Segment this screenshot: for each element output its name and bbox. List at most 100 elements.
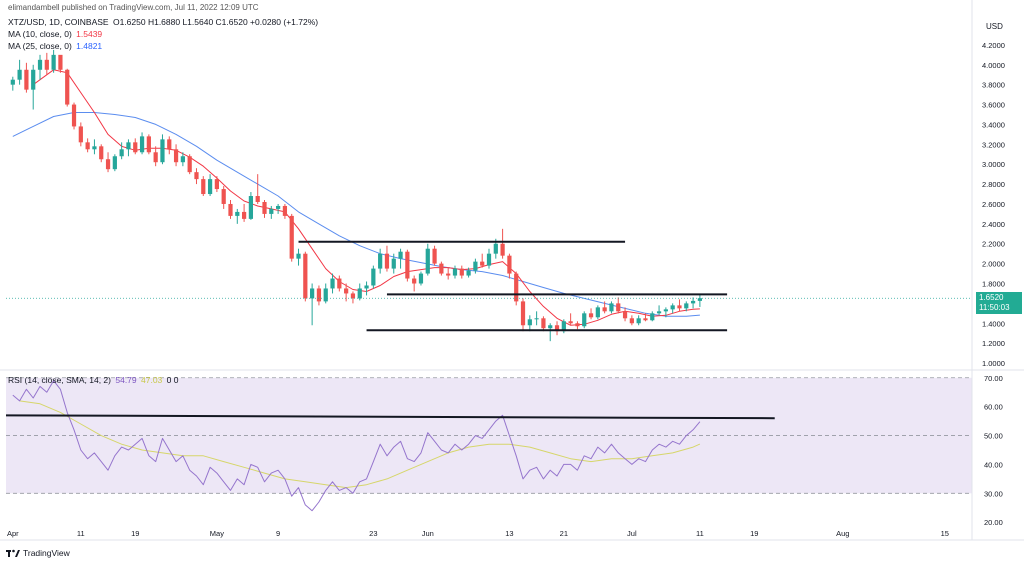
candle-body [10, 79, 15, 85]
time-tick-label: May [210, 529, 224, 538]
time-tick-label: 11 [696, 529, 704, 538]
candle-body [289, 215, 294, 259]
time-tick-label: 9 [276, 529, 280, 538]
trendline-drawings[interactable] [5, 240, 775, 420]
rsi-tick-label: 20.00 [984, 518, 1003, 527]
candle-body [684, 303, 689, 309]
candle-body [92, 146, 97, 150]
time-tick-label: 11 [77, 529, 85, 538]
price-tick-label: 3.4000 [982, 120, 1005, 129]
candle [500, 228, 505, 259]
candle [146, 134, 151, 155]
candle [173, 144, 179, 167]
candle [534, 311, 539, 326]
candle [344, 283, 349, 302]
candle [17, 59, 22, 85]
candle-body [282, 205, 288, 216]
candle-body [17, 69, 22, 80]
candle-body [262, 201, 267, 214]
candle-body [425, 248, 430, 274]
candle [507, 253, 512, 279]
candle [548, 323, 553, 342]
candle-body [296, 253, 301, 259]
price-tick-label: 2.2000 [982, 240, 1005, 249]
price-tick-label: 1.2000 [982, 339, 1005, 348]
candle-body [398, 251, 403, 259]
candle [452, 265, 458, 279]
candle-body [44, 59, 49, 70]
candle [405, 249, 410, 282]
candle [371, 265, 376, 289]
last-price: 1.6520 [979, 293, 1004, 303]
time-tick-label: Aug [836, 529, 849, 538]
candle-body [228, 203, 233, 216]
candle [126, 139, 131, 157]
candle [133, 138, 138, 155]
candle-body [418, 273, 424, 284]
candle [650, 311, 655, 322]
candle [595, 305, 600, 320]
candle [439, 261, 444, 276]
candle-body [520, 301, 526, 326]
candle [629, 315, 634, 326]
candle [248, 192, 254, 220]
tradingview-logo[interactable]: TradingView [6, 548, 70, 558]
tradingview-logo-icon [6, 549, 20, 557]
candle-body [337, 278, 342, 289]
candle [289, 213, 294, 262]
candle-body [364, 285, 369, 289]
rsi-legend[interactable]: RSI (14, close, SMA, 14, 2) 54.79 47.03 … [8, 374, 179, 386]
candle [622, 307, 628, 322]
candle [364, 281, 369, 296]
candle-body [248, 196, 254, 219]
candle [527, 315, 532, 332]
candle-body [507, 255, 512, 274]
time-tick-label: 21 [560, 529, 568, 538]
candle [269, 205, 274, 219]
ohlc-values: O1.6250 H1.6880 L1.5640 C1.6520 +0.0280 … [112, 17, 319, 27]
candle [446, 267, 451, 280]
candle-body [112, 156, 117, 170]
time-tick-label: 19 [131, 529, 139, 538]
candle-body [51, 54, 56, 70]
price-tick-label: 3.2000 [982, 140, 1005, 149]
candle [65, 68, 70, 107]
candle [194, 168, 199, 185]
candle [384, 245, 390, 272]
candle-body [133, 142, 138, 153]
candle-body [371, 268, 376, 286]
candle [391, 253, 396, 274]
candle-body [656, 311, 662, 314]
rsi-pane [6, 377, 972, 512]
candle-body [316, 288, 322, 302]
price-tick-label: 3.8000 [982, 81, 1005, 90]
candle-body [139, 136, 145, 153]
candle-body [432, 248, 437, 264]
candle-body [255, 196, 260, 202]
candle [480, 253, 485, 268]
candle-body [187, 156, 192, 173]
candle [58, 54, 63, 73]
candle-body [194, 172, 199, 180]
candle [187, 154, 192, 175]
ma10-line [32, 69, 700, 326]
candle [112, 154, 117, 172]
candle-body [473, 261, 478, 271]
ma25-line [12, 112, 700, 317]
ma25-legend[interactable]: MA (25, close, 0) 1.4821 [8, 40, 102, 52]
candle [167, 136, 172, 155]
candle-body [350, 293, 356, 299]
candle [690, 297, 696, 309]
candle [119, 142, 124, 160]
candle-body [303, 253, 308, 299]
rsi-tick-label: 30.00 [984, 489, 1003, 498]
candle [228, 199, 233, 219]
candle [378, 248, 383, 274]
ma10-legend[interactable]: MA (10, close, 0) 1.5439 [8, 28, 102, 40]
rsi-line [12, 380, 701, 512]
rsi-sma-line [19, 400, 701, 489]
price-tick-label: 1.0000 [982, 359, 1005, 368]
time-tick-label: 13 [505, 529, 513, 538]
candle-body [636, 318, 641, 324]
